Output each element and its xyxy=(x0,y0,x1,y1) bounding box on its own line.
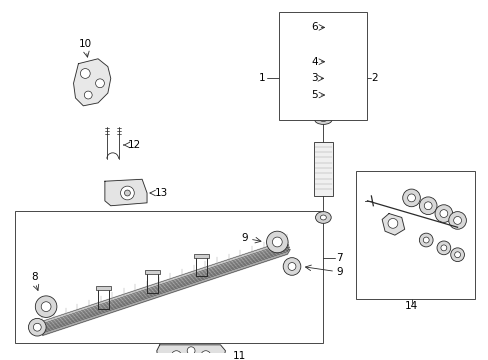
Ellipse shape xyxy=(28,318,46,336)
Circle shape xyxy=(387,219,397,228)
Polygon shape xyxy=(42,245,288,330)
Ellipse shape xyxy=(266,231,287,253)
Polygon shape xyxy=(42,249,289,336)
Circle shape xyxy=(329,19,345,35)
Circle shape xyxy=(434,205,452,222)
Text: 5: 5 xyxy=(311,90,318,100)
Ellipse shape xyxy=(272,237,282,247)
Text: 8: 8 xyxy=(31,272,38,282)
Polygon shape xyxy=(105,179,147,206)
Text: 11: 11 xyxy=(233,351,246,360)
Bar xyxy=(355,171,474,299)
Circle shape xyxy=(334,59,340,65)
Circle shape xyxy=(187,357,195,360)
Text: 2: 2 xyxy=(370,73,377,84)
Ellipse shape xyxy=(35,296,57,318)
Text: 13: 13 xyxy=(155,188,168,198)
Ellipse shape xyxy=(314,111,331,121)
Circle shape xyxy=(419,197,436,215)
Polygon shape xyxy=(42,247,289,333)
Ellipse shape xyxy=(321,42,338,50)
Circle shape xyxy=(80,68,90,78)
Circle shape xyxy=(201,351,210,360)
Circle shape xyxy=(330,55,344,68)
Bar xyxy=(279,12,366,120)
Circle shape xyxy=(423,237,428,243)
Text: 6: 6 xyxy=(311,22,318,32)
Circle shape xyxy=(407,194,415,202)
Circle shape xyxy=(328,69,346,87)
Polygon shape xyxy=(157,345,225,360)
Bar xyxy=(313,142,332,196)
Circle shape xyxy=(402,189,420,207)
Polygon shape xyxy=(73,59,111,106)
Circle shape xyxy=(424,202,431,210)
Ellipse shape xyxy=(314,114,331,125)
Circle shape xyxy=(453,216,461,224)
Text: 4: 4 xyxy=(311,57,318,67)
Bar xyxy=(15,211,323,343)
Circle shape xyxy=(95,79,104,88)
Bar xyxy=(95,286,111,290)
Circle shape xyxy=(84,91,92,99)
Circle shape xyxy=(436,241,450,255)
Ellipse shape xyxy=(319,118,326,121)
Ellipse shape xyxy=(283,258,300,275)
Circle shape xyxy=(187,347,195,355)
Circle shape xyxy=(335,93,340,98)
Ellipse shape xyxy=(41,302,51,311)
Ellipse shape xyxy=(325,44,333,48)
Text: 14: 14 xyxy=(404,301,417,311)
Text: 3: 3 xyxy=(311,73,318,84)
Text: 10: 10 xyxy=(79,39,92,49)
Circle shape xyxy=(440,245,446,251)
Circle shape xyxy=(171,351,181,360)
Ellipse shape xyxy=(320,215,325,220)
Ellipse shape xyxy=(33,323,41,331)
Ellipse shape xyxy=(287,262,295,270)
Circle shape xyxy=(331,89,344,102)
Ellipse shape xyxy=(315,212,330,223)
Circle shape xyxy=(439,210,447,217)
Polygon shape xyxy=(42,240,286,325)
Circle shape xyxy=(448,212,466,229)
Ellipse shape xyxy=(319,114,326,118)
Bar xyxy=(144,270,160,274)
Polygon shape xyxy=(42,242,287,328)
Bar xyxy=(193,254,209,258)
Text: 9: 9 xyxy=(335,267,342,277)
Circle shape xyxy=(450,248,464,262)
Circle shape xyxy=(124,190,130,196)
Text: 12: 12 xyxy=(127,140,141,150)
Text: 9: 9 xyxy=(241,233,247,243)
Circle shape xyxy=(454,252,460,258)
Circle shape xyxy=(333,75,341,82)
Circle shape xyxy=(419,233,432,247)
Polygon shape xyxy=(381,213,404,235)
Text: 7: 7 xyxy=(335,253,342,263)
Circle shape xyxy=(121,186,134,200)
Circle shape xyxy=(334,24,341,31)
Text: 1: 1 xyxy=(259,73,265,84)
